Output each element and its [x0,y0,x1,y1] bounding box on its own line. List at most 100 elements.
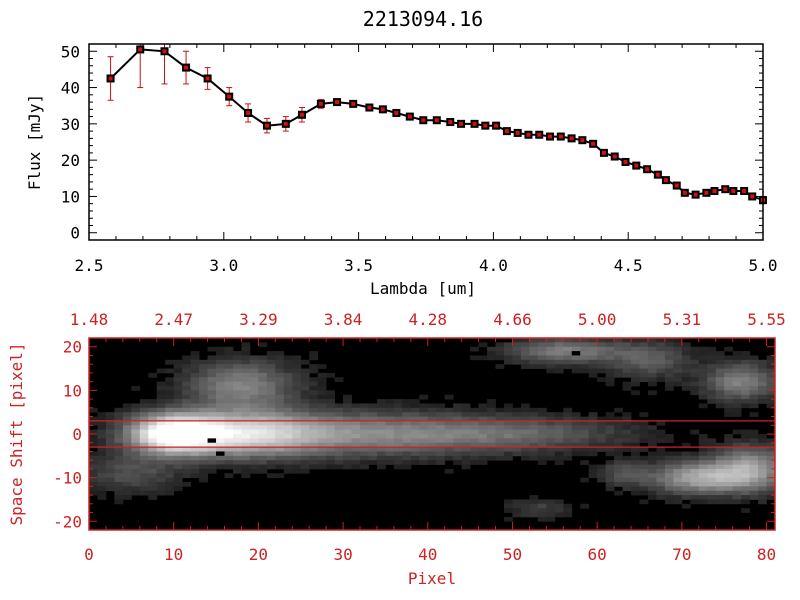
heatmap-cell [360,403,369,409]
heatmap-cell [360,451,369,457]
heatmap-cell [122,477,132,483]
heatmap-cell [173,394,183,400]
heatmap-cell [503,412,513,417]
heatmap-cell [732,407,742,413]
heatmap-cell [520,442,530,448]
heatmap-cell [622,477,632,483]
heatmap-cell [673,338,683,343]
heatmap-cell [275,364,285,369]
heatmap-cell [741,447,750,452]
heatmap-cell [520,359,530,365]
heatmap-cell [224,377,234,383]
heatmap-cell [360,407,369,413]
heatmap-cell [597,425,607,431]
heatmap-cell [343,455,352,461]
data-point-marker-core [655,172,660,177]
heatmap-cell [597,473,607,479]
heatmap-cell [190,403,200,409]
heatmap-cell [89,482,98,487]
heatmap-cell [105,429,115,435]
heatmap-cell [334,460,344,465]
data-point-marker-core [634,163,639,168]
heatmap-cell [224,447,234,452]
heatmap-cell [385,438,395,444]
heatmap-cell [639,460,649,465]
heatmap-cell [698,434,708,439]
heatmap-cell [300,464,310,470]
heatmap-cell [707,364,717,369]
heatmap-cell [664,381,674,387]
heatmap-cell [182,407,192,413]
heatmap-cell [199,468,208,474]
heatmap-cell [199,477,208,483]
heatmap-cell [537,516,547,522]
heatmap-cell [139,442,149,448]
heatmap-cell [512,359,522,365]
heatmap-cell [317,364,327,369]
heatmap-cell [478,412,488,417]
heatmap-cell [232,390,242,396]
heatmap-cell [495,425,505,431]
heatmap-cell [393,416,403,422]
heatmap-cell [715,499,725,505]
heatmap-cell [631,486,640,492]
heatmap-cell [503,516,513,522]
heatmap-cell [605,416,615,422]
heatmap-cell [199,464,208,470]
heatmap-cell [470,442,479,448]
heatmap-cell [351,438,361,444]
heatmap-cell [156,368,166,374]
heatmap-cell [758,460,767,465]
heatmap-cell [546,420,556,426]
data-point-marker-core [731,189,736,193]
heatmap-cell [216,429,225,435]
heatmap-cell [351,434,361,439]
heatmap-cell [588,447,598,452]
heatmap-cell [605,364,615,369]
heatmap-cell [89,486,98,492]
heatmap-cell [647,338,657,343]
heatmap-cell [224,425,234,431]
heatmap-cell [461,451,471,457]
heatmap-cell [529,508,539,513]
heatmap-cell [690,495,700,500]
heatmap-cell [317,460,327,465]
heatmap-cell [470,455,479,461]
heatmap-cell [182,364,192,369]
heatmap-cell [300,455,310,461]
heatmap-cell [317,442,327,448]
heatmap-cell [241,429,251,435]
heatmap-cell [546,429,556,435]
heatmap-cell [571,364,581,369]
heatmap-cell [495,434,505,439]
data-point-marker-core [601,150,606,155]
heatmap-cell [478,416,488,422]
heatmap-cell [275,399,285,404]
heatmap-cell [368,434,378,439]
heatmap-cell [478,429,488,435]
heatmap-cell [300,372,310,378]
heatmap-cell [732,460,742,465]
heatmap-cell [156,438,166,444]
heatmap-cell [317,394,327,400]
heatmap-cell [639,499,649,505]
heatmap-cell [664,351,674,356]
data-point-marker-core [138,47,143,52]
heatmap-cell [647,442,657,448]
heatmap-cell [190,451,200,457]
heatmap-cell [385,455,395,461]
heatmap-cell [376,442,386,448]
heatmap-cell [487,399,496,404]
heatmap-cell [173,377,183,383]
heatmap-cell [656,429,666,435]
heatmap-cell [631,359,640,365]
heatmap-cell [588,342,598,348]
heatmap-cell [156,425,166,431]
heatmap-cell [664,486,674,492]
space-tick-label: 20 [63,338,82,357]
heatmap-cell [207,364,217,369]
x-tick-label: 4.0 [479,256,508,275]
heatmap-cell [707,495,717,500]
heatmap-cell [182,473,192,479]
